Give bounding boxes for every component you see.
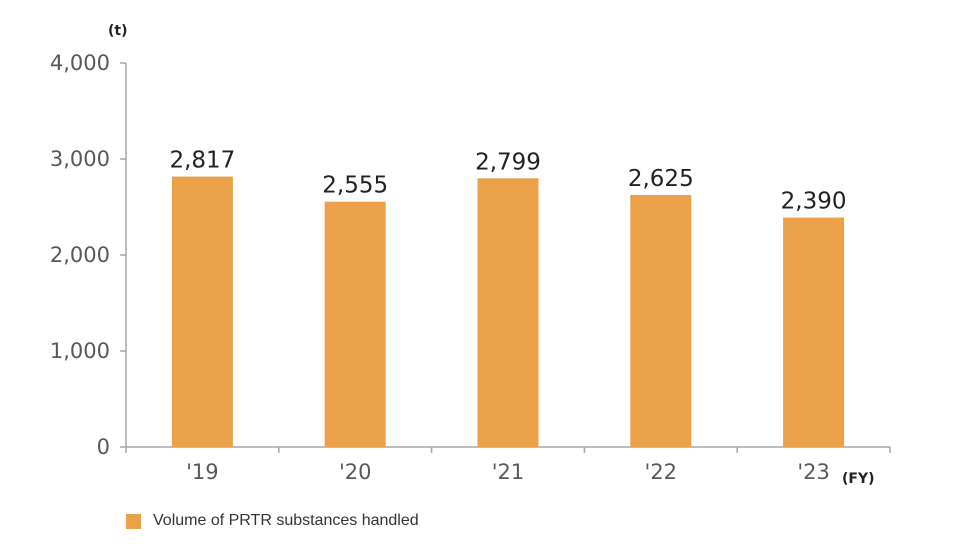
bar bbox=[783, 217, 845, 447]
x-tick-label: '20 bbox=[339, 460, 372, 484]
legend: Volume of PRTR substances handled bbox=[126, 512, 419, 530]
data-label: 2,625 bbox=[628, 166, 694, 192]
y-axis-unit-label: (t) bbox=[108, 23, 128, 39]
y-tick-label: 2,000 bbox=[50, 243, 110, 267]
bar bbox=[477, 178, 539, 447]
data-label: 2,817 bbox=[169, 148, 235, 174]
y-tick-label: 3,000 bbox=[50, 147, 110, 171]
x-tick-label: '19 bbox=[186, 460, 219, 484]
legend-swatch bbox=[126, 513, 141, 529]
x-tick-label: '22 bbox=[645, 460, 678, 484]
x-tick-label: '21 bbox=[492, 460, 525, 484]
x-tick-label: '23 bbox=[797, 460, 830, 484]
data-label: 2,799 bbox=[475, 149, 541, 175]
y-tick-label: 1,000 bbox=[50, 339, 110, 363]
legend-label: Volume of PRTR substances handled bbox=[153, 512, 419, 529]
y-tick-label: 0 bbox=[97, 435, 110, 459]
bar bbox=[630, 195, 692, 447]
data-label: 2,390 bbox=[781, 189, 847, 215]
bar bbox=[324, 201, 386, 447]
y-tick-label: 4,000 bbox=[50, 51, 110, 75]
x-axis-unit-label: (FY) bbox=[842, 471, 875, 487]
data-label: 2,555 bbox=[322, 173, 388, 199]
bar bbox=[171, 176, 233, 447]
